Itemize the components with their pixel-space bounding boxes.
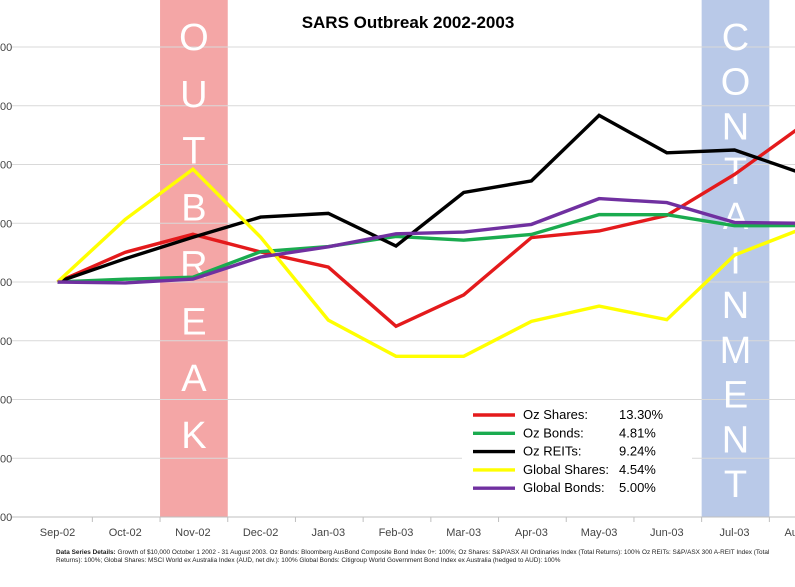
- chart-title: SARS Outbreak 2002-2003: [302, 13, 515, 32]
- band-letter: T: [724, 464, 747, 506]
- y-tick-label: 00: [0, 336, 12, 348]
- series-line-oz-reits: [56, 113, 795, 284]
- x-tick-label: Jul-03: [720, 527, 750, 539]
- band-letter: K: [181, 415, 206, 457]
- series-line-oz-shares: [56, 128, 795, 329]
- y-tick-label: 00: [0, 512, 12, 524]
- x-tick-label: Nov-02: [175, 527, 210, 539]
- band-letter: E: [723, 375, 748, 417]
- band-letter: A: [723, 196, 749, 238]
- band-letter: C: [722, 17, 749, 59]
- band-letter: U: [180, 74, 207, 116]
- x-tick-label: Aug-03: [784, 527, 795, 539]
- data-series-footnote: Data Series Details: Growth of $10,000 O…: [56, 549, 791, 566]
- x-tick-label: Mar-03: [446, 527, 481, 539]
- band-letter: N: [722, 106, 749, 148]
- y-tick-label: 00: [0, 395, 12, 407]
- band-letter: O: [179, 17, 209, 59]
- series-line-oz-bonds: [57, 212, 795, 284]
- legend-series-name: Global Shares:: [523, 462, 609, 477]
- highlight-bands: [160, 0, 770, 517]
- band-letter: A: [181, 358, 207, 400]
- x-tick-label: Jan-03: [311, 527, 345, 539]
- legend-series-return: 5.00%: [619, 480, 656, 495]
- band-letter: I: [730, 241, 741, 283]
- legend-series-name: Global Bonds:: [523, 480, 605, 495]
- y-tick-label: 00: [0, 42, 12, 54]
- band-outbreak: [160, 0, 228, 517]
- legend-series-name: Oz REITs:: [523, 444, 582, 459]
- y-tick-label: 00: [0, 453, 12, 465]
- band-letter: E: [181, 301, 206, 343]
- band-letter: O: [721, 62, 751, 104]
- x-tick-label: Apr-03: [515, 527, 548, 539]
- band-letter: N: [722, 285, 749, 327]
- footnote-text: Growth of $10,000 October 1 2002 - 31 Au…: [56, 549, 770, 565]
- y-axis-ticks: 00 00 00 00 00 00 00 00 00: [0, 42, 12, 524]
- band-letter: N: [722, 419, 749, 461]
- legend-series-return: 13.30%: [619, 407, 664, 422]
- y-tick-label: 00: [0, 160, 12, 172]
- band-containment: [701, 0, 770, 517]
- legend-series-return: 4.54%: [619, 462, 656, 477]
- x-tick-label: Jun-03: [650, 527, 684, 539]
- footnote-label: Data Series Details:: [56, 549, 116, 556]
- legend-series-return: 4.81%: [619, 425, 656, 440]
- x-tick-label: Feb-03: [379, 527, 414, 539]
- band-letter: B: [181, 188, 206, 230]
- series-line-global-bonds: [57, 196, 795, 285]
- x-axis-ticks: Sep-02 Oct-02 Nov-02 Dec-02 Jan-03 Feb-03 Mar-…: [12, 516, 795, 539]
- x-tick-label: Sep-02: [40, 527, 75, 539]
- y-tick-label: 00: [0, 218, 12, 230]
- y-tick-label: 00: [0, 101, 12, 113]
- series-line-global-shares: [56, 166, 795, 358]
- series-lines: [56, 113, 795, 358]
- legend-series-return: 9.24%: [619, 444, 656, 459]
- legend-series-name: Oz Shares:: [523, 407, 588, 422]
- x-tick-label: Oct-02: [109, 527, 142, 539]
- y-tick-label: 00: [0, 277, 12, 289]
- legend-series-name: Oz Bonds:: [523, 425, 584, 440]
- legend: Oz Shares: 13.30% Oz Bonds: 4.81% Oz REITs: 9…: [462, 406, 692, 506]
- x-tick-label: May-03: [581, 527, 618, 539]
- band-letter: T: [182, 131, 205, 173]
- x-tick-label: Dec-02: [243, 527, 278, 539]
- band-letter: M: [720, 330, 752, 372]
